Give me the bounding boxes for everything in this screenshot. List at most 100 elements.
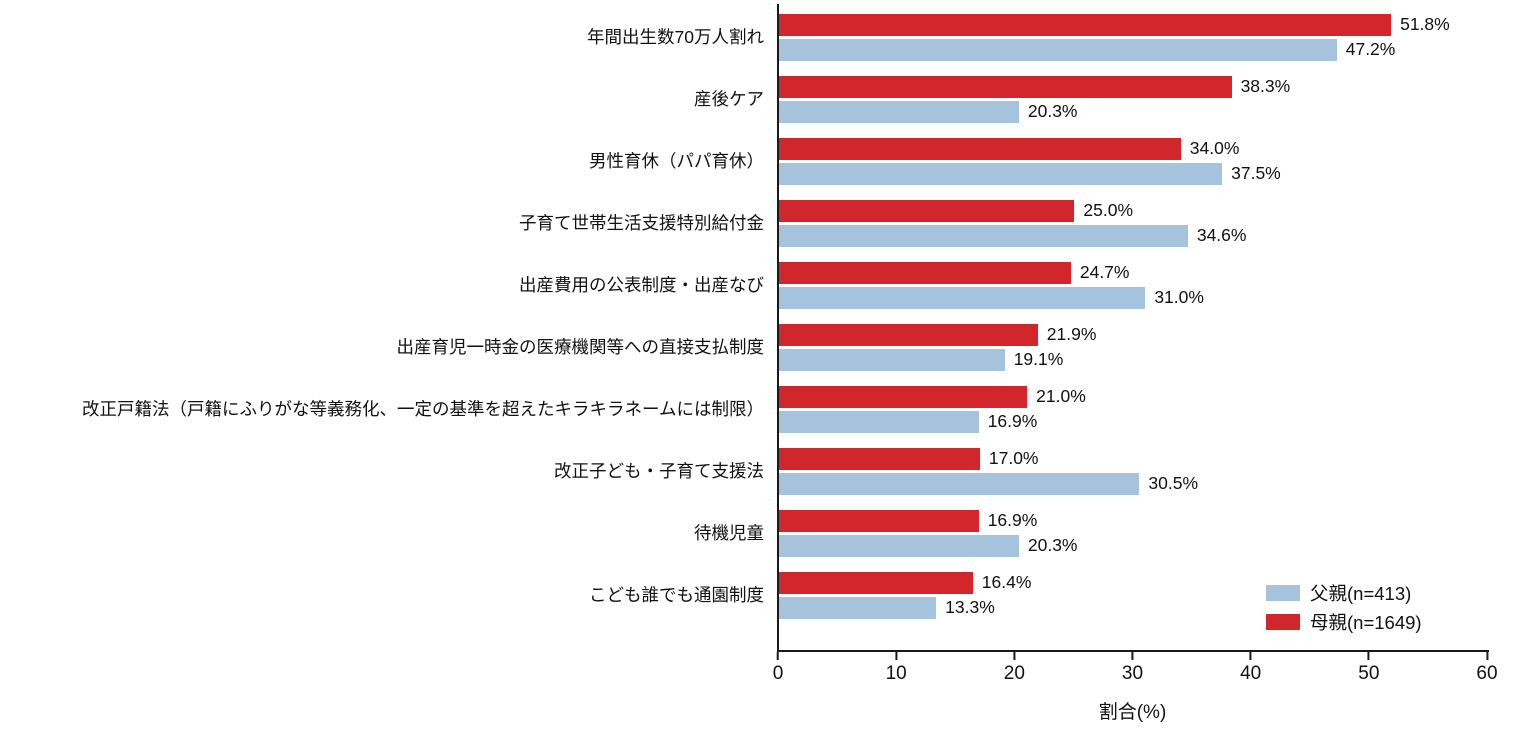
bar-pair: 38.3% 20.3% bbox=[779, 75, 1488, 123]
bar-line: 31.0% bbox=[779, 286, 1488, 309]
x-axis-ticks: 0 10 20 30 40 50 60 bbox=[773, 652, 1498, 692]
tick-label: 0 bbox=[772, 663, 784, 684]
tick-mark bbox=[776, 652, 779, 660]
bar-pair: 17.0% 30.5% bbox=[779, 447, 1488, 495]
bar-pair: 16.4% 13.3% bbox=[779, 571, 1488, 619]
x-tick: 40 bbox=[1240, 652, 1261, 685]
bar-line: 47.2% bbox=[779, 38, 1488, 61]
value-label: 25.0% bbox=[1083, 200, 1134, 220]
tick-label: 30 bbox=[1121, 663, 1144, 684]
category-rows: 年間出生数70万人割れ 51.8% 47.2% 産後ケア 38.3% 20.3% 男性育休（… bbox=[0, 6, 1516, 626]
bar-line: 21.0% bbox=[779, 385, 1488, 408]
bar-line: 21.9% bbox=[779, 323, 1488, 346]
value-label: 16.9% bbox=[987, 411, 1038, 431]
bar-father bbox=[779, 596, 937, 619]
value-label: 19.1% bbox=[1013, 349, 1064, 369]
category-label: こども誰でも通園制度 bbox=[589, 584, 764, 605]
category-row: 産後ケア 38.3% 20.3% bbox=[0, 68, 1516, 130]
bar-mother bbox=[779, 199, 1075, 222]
bar-line: 34.0% bbox=[779, 137, 1488, 160]
category-row: 子育て世帯生活支援特別給付金 25.0% 34.6% bbox=[0, 192, 1516, 254]
category-row: 改正子ども・子育て支援法 17.0% 30.5% bbox=[0, 440, 1516, 502]
bar-mother bbox=[779, 13, 1392, 36]
value-label: 37.5% bbox=[1231, 163, 1281, 183]
bar-mother bbox=[779, 385, 1028, 408]
category-row: こども誰でも通園制度 16.4% 13.3% bbox=[0, 564, 1516, 626]
tick-label: 40 bbox=[1240, 663, 1262, 684]
tick-mark bbox=[895, 652, 898, 660]
bar-father bbox=[779, 534, 1019, 557]
bar-mother bbox=[779, 75, 1232, 98]
value-label: 30.5% bbox=[1148, 473, 1199, 493]
category-label: 子育て世帯生活支援特別給付金 bbox=[519, 212, 764, 233]
value-label: 47.2% bbox=[1345, 39, 1396, 59]
tick-label: 60 bbox=[1476, 663, 1498, 684]
bar-line: 20.3% bbox=[779, 100, 1488, 123]
legend: 父親(n=413) 母親(n=1649) bbox=[1266, 582, 1422, 640]
category-label: 出産育児一時金の医療機関等への直接支払制度 bbox=[396, 336, 765, 357]
category-label: 男性育休（パパ育休） bbox=[589, 150, 764, 171]
bar-mother bbox=[779, 323, 1038, 346]
category-label: 改正子ども・子育て支援法 bbox=[554, 460, 764, 481]
bar-father bbox=[779, 348, 1005, 371]
bar-line: 19.1% bbox=[779, 348, 1488, 371]
bar-father bbox=[779, 162, 1223, 185]
x-tick: 20 bbox=[1004, 652, 1025, 685]
x-tick: 50 bbox=[1358, 652, 1379, 685]
bar-line: 16.4% bbox=[779, 571, 1488, 594]
value-label: 13.3% bbox=[945, 597, 995, 617]
x-tick: 0 bbox=[772, 652, 784, 685]
value-label: 16.4% bbox=[981, 572, 1032, 592]
value-label: 21.0% bbox=[1036, 386, 1086, 406]
bar-pair: 24.7% 31.0% bbox=[779, 261, 1488, 309]
tick-mark bbox=[1131, 652, 1134, 660]
x-axis-title: 割合(%) bbox=[1098, 702, 1167, 723]
tick-mark bbox=[1013, 652, 1016, 660]
value-label: 20.3% bbox=[1027, 535, 1078, 555]
category-label: 年間出生数70万人割れ bbox=[587, 26, 764, 47]
bar-line: 34.6% bbox=[779, 224, 1488, 247]
category-row: 出産費用の公表制度・出産なび 24.7% 31.0% bbox=[0, 254, 1516, 316]
category-row: 待機児童 16.9% 20.3% bbox=[0, 502, 1516, 564]
legend-item: 父親(n=413) bbox=[1266, 582, 1422, 604]
category-row: 出産育児一時金の医療機関等への直接支払制度 21.9% 19.1% bbox=[0, 316, 1516, 378]
bar-father bbox=[779, 224, 1188, 247]
bar-mother bbox=[779, 137, 1181, 160]
value-label: 34.0% bbox=[1189, 138, 1240, 158]
bar-line: 30.5% bbox=[779, 472, 1488, 495]
bar-pair: 21.0% 16.9% bbox=[779, 385, 1488, 433]
bar-father bbox=[779, 286, 1146, 309]
bar-mother bbox=[779, 571, 973, 594]
category-row: 改正戸籍法（戸籍にふりがな等義務化、一定の基準を超えたキラキラネームには制限） 2… bbox=[0, 378, 1516, 440]
bar-line: 17.0% bbox=[779, 447, 1488, 470]
value-label: 24.7% bbox=[1079, 262, 1130, 282]
bar-father bbox=[779, 472, 1140, 495]
x-tick: 10 bbox=[886, 652, 907, 685]
tick-mark bbox=[1485, 652, 1488, 660]
legend-label: 父親(n=413) bbox=[1310, 583, 1412, 604]
category-label: 改正戸籍法（戸籍にふりがな等義務化、一定の基準を超えたキラキラネームには制限） bbox=[82, 398, 764, 419]
bar-pair: 51.8% 47.2% bbox=[779, 13, 1488, 61]
x-tick: 30 bbox=[1122, 652, 1143, 685]
tick-label: 10 bbox=[885, 663, 907, 684]
bar-line: 16.9% bbox=[779, 509, 1488, 532]
bar-pair: 34.0% 37.5% bbox=[779, 137, 1488, 185]
bar-line: 51.8% bbox=[779, 13, 1488, 36]
tick-mark bbox=[1367, 652, 1370, 660]
value-label: 31.0% bbox=[1154, 287, 1204, 307]
category-label: 出産費用の公表制度・出産なび bbox=[519, 274, 764, 295]
value-label: 34.6% bbox=[1196, 225, 1247, 245]
value-label: 21.9% bbox=[1046, 324, 1097, 344]
bar-line: 38.3% bbox=[779, 75, 1488, 98]
legend-label: 母親(n=1649) bbox=[1310, 612, 1422, 633]
bar-mother bbox=[779, 447, 980, 470]
bar-pair: 21.9% 19.1% bbox=[779, 323, 1488, 371]
legend-item: 母親(n=1649) bbox=[1266, 611, 1422, 633]
tick-label: 50 bbox=[1358, 663, 1380, 684]
x-tick: 60 bbox=[1476, 652, 1498, 685]
bar-mother bbox=[779, 509, 979, 532]
value-label: 16.9% bbox=[987, 510, 1038, 530]
value-label: 38.3% bbox=[1240, 76, 1291, 96]
bar-line: 16.9% bbox=[779, 410, 1488, 433]
